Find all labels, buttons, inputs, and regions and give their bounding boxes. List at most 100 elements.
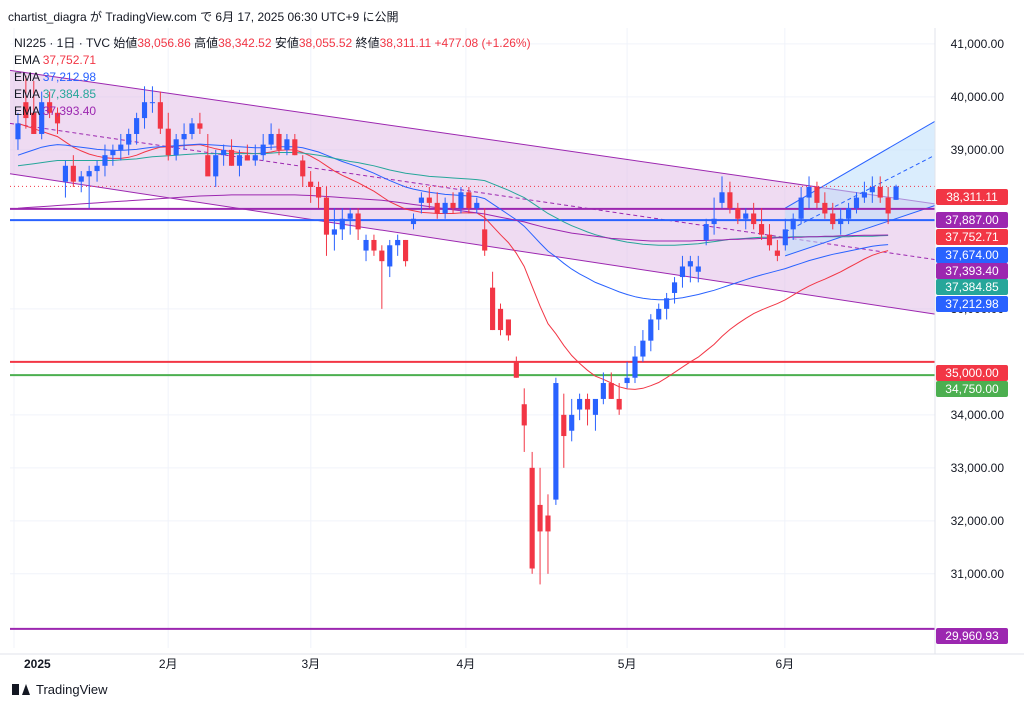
price-badge-text: 29,960.93 xyxy=(945,629,999,643)
candle-body xyxy=(893,186,899,200)
ema-legend-name: EMA xyxy=(14,70,43,84)
candle-body xyxy=(687,261,693,267)
price-badge: 38,311.11 xyxy=(936,189,1008,205)
candle-body xyxy=(442,202,448,214)
candle-body xyxy=(450,202,456,209)
candle-body xyxy=(54,112,61,124)
candle xyxy=(664,292,670,320)
candle xyxy=(434,192,440,219)
candle xyxy=(355,208,361,240)
ema-legend-value: 37,212.98 xyxy=(43,70,97,84)
candle xyxy=(814,181,820,209)
candle xyxy=(86,165,92,209)
candle xyxy=(102,144,108,177)
ascending-channel-fill xyxy=(785,121,935,256)
y-tick-label: 39,000.00 xyxy=(951,143,1005,157)
candle-body xyxy=(260,144,266,156)
price-badge-text: 37,674.00 xyxy=(945,248,999,262)
candle-body xyxy=(118,144,124,150)
x-tick-label: 5月 xyxy=(618,657,637,671)
candle-body xyxy=(173,139,179,156)
candle xyxy=(719,176,725,209)
candle xyxy=(181,123,187,150)
candle xyxy=(687,255,693,283)
descending-channel-fill xyxy=(10,70,935,315)
descending-channel-upper-line xyxy=(9,69,936,205)
price-badge-bg xyxy=(936,365,1008,381)
candle xyxy=(173,133,179,161)
candle-body xyxy=(482,229,488,251)
candle-body xyxy=(197,123,203,129)
y-tick-label: 31,000.00 xyxy=(951,567,1005,581)
candle xyxy=(23,75,29,129)
candle xyxy=(482,208,488,256)
ema-price-badge: 37,384.85 xyxy=(936,279,1008,295)
candle-body xyxy=(474,202,480,209)
candle xyxy=(474,197,480,214)
candle xyxy=(553,377,559,505)
price-badge-bg xyxy=(936,381,1008,397)
descending-channel-lower-line xyxy=(9,173,936,315)
candle-body xyxy=(727,192,733,209)
candle-body xyxy=(205,155,211,177)
candle xyxy=(869,176,875,203)
candle-body xyxy=(181,133,187,140)
candle-body xyxy=(616,398,622,410)
ohlc-legend-part: +477.08 (+1.26%) xyxy=(435,36,531,50)
candle-body xyxy=(703,224,709,240)
candle xyxy=(189,118,195,140)
candle xyxy=(758,208,765,240)
candle xyxy=(861,181,867,203)
candle xyxy=(766,224,773,251)
candle xyxy=(197,112,203,134)
candle xyxy=(276,128,282,156)
ema-price-badge-text: 37,752.71 xyxy=(945,230,999,244)
candle xyxy=(846,202,852,225)
candle-body xyxy=(410,218,417,225)
candle xyxy=(15,112,21,150)
y-tick-label: 33,000.00 xyxy=(951,461,1005,475)
ema-price-badge-bg xyxy=(936,263,1008,279)
candle-body xyxy=(23,102,29,119)
candle-body xyxy=(537,504,543,532)
candle-body xyxy=(426,197,432,203)
candle xyxy=(418,192,424,214)
candle-body xyxy=(189,123,195,134)
candle-body xyxy=(885,197,891,214)
candle xyxy=(853,192,860,214)
candle-body xyxy=(664,298,670,309)
price-badge-text: 35,000.00 xyxy=(945,366,999,380)
candle xyxy=(616,383,622,415)
candle-body xyxy=(331,229,337,235)
price-badge: 34,750.00 xyxy=(936,381,1008,397)
candle xyxy=(490,271,496,331)
candle xyxy=(656,303,662,331)
candle xyxy=(78,171,84,193)
x-tick-label: 2月 xyxy=(159,657,178,671)
candle-body xyxy=(632,356,638,378)
ohlc-legend-part: NI225 · 1日 · TVC xyxy=(14,36,113,50)
candle xyxy=(584,393,591,426)
candle xyxy=(640,330,646,362)
candle-body xyxy=(798,197,804,219)
ema-price-badge-text: 37,212.98 xyxy=(945,297,999,311)
price-badge: 37,887.00 xyxy=(936,212,1008,228)
candle-body xyxy=(640,340,646,357)
candle-body xyxy=(790,218,796,230)
candle-body xyxy=(561,414,567,437)
candle xyxy=(505,319,511,341)
candle-body xyxy=(15,123,21,140)
price-badge: 29,960.93 xyxy=(936,628,1008,644)
candle xyxy=(268,123,274,150)
tradingview-logo-icon xyxy=(12,684,30,695)
ohlc-legend-part: 38,055.52 xyxy=(299,36,356,50)
candle-body xyxy=(31,112,37,134)
candle-body xyxy=(347,213,353,219)
candle-body xyxy=(213,155,219,177)
candle-body xyxy=(458,192,464,209)
candle-body xyxy=(751,213,757,225)
candle-body xyxy=(86,171,92,177)
candle xyxy=(545,494,551,574)
candle xyxy=(387,239,393,278)
